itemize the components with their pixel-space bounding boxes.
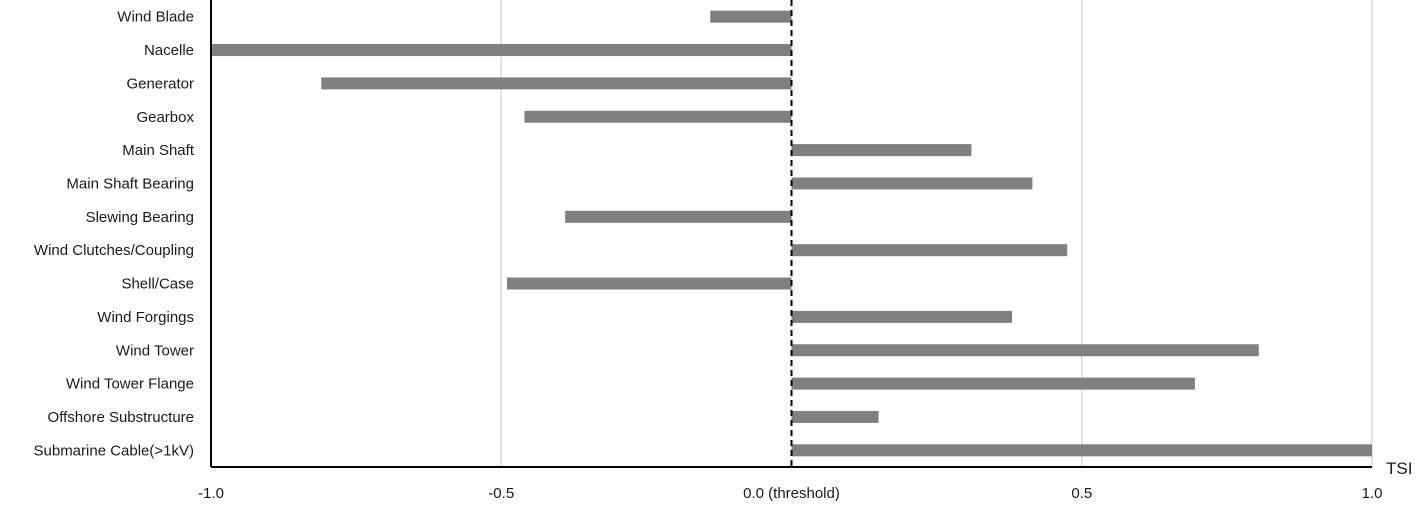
bar-7 <box>791 244 1068 257</box>
bar-11 <box>791 377 1195 390</box>
x-tick-label-1: -0.5 <box>488 485 514 502</box>
bar-9 <box>791 310 1013 323</box>
category-label-1: Nacelle <box>144 42 194 59</box>
x-axis-title: TSI <box>1386 459 1412 478</box>
category-label-7: Wind Clutches/Coupling <box>34 242 194 259</box>
category-label-2: Generator <box>126 75 194 92</box>
category-label-13: Submarine Cable(>1kV) <box>34 442 195 459</box>
bar-3 <box>524 110 792 123</box>
x-tick-label-2: 0.0 (threshold) <box>743 485 840 502</box>
x-tick-label-3: 0.5 <box>1071 485 1092 502</box>
category-label-0: Wind Blade <box>117 9 194 26</box>
bar-4 <box>791 144 972 157</box>
bar-10 <box>791 344 1259 357</box>
axis-layer <box>210 0 1372 468</box>
category-label-10: Wind Tower <box>116 342 194 359</box>
bar-1 <box>211 44 792 57</box>
category-label-8: Shell/Case <box>121 276 194 293</box>
bar-5 <box>791 177 1033 190</box>
bar-12 <box>791 410 879 423</box>
bar-8 <box>507 277 792 290</box>
category-label-4: Main Shaft <box>122 142 195 159</box>
category-label-6: Slewing Bearing <box>86 209 194 226</box>
category-label-12: Offshore Substructure <box>48 409 194 426</box>
bar-layer <box>211 10 1372 457</box>
bar-13 <box>791 444 1372 457</box>
category-label-5: Main Shaft Bearing <box>66 175 194 192</box>
category-label-3: Gearbox <box>136 109 194 126</box>
bar-0 <box>710 10 792 23</box>
bar-6 <box>565 210 792 223</box>
label-layer: Wind Blade Nacelle Generator Gearbox Main Sh… <box>34 9 1413 502</box>
bar-2 <box>321 77 792 90</box>
category-label-9: Wind Forgings <box>97 309 194 326</box>
category-label-11: Wind Tower Flange <box>66 376 194 393</box>
x-tick-label-4: 1.0 <box>1362 485 1383 502</box>
grid-layer <box>500 0 1373 467</box>
x-tick-label-0: -1.0 <box>198 485 224 502</box>
